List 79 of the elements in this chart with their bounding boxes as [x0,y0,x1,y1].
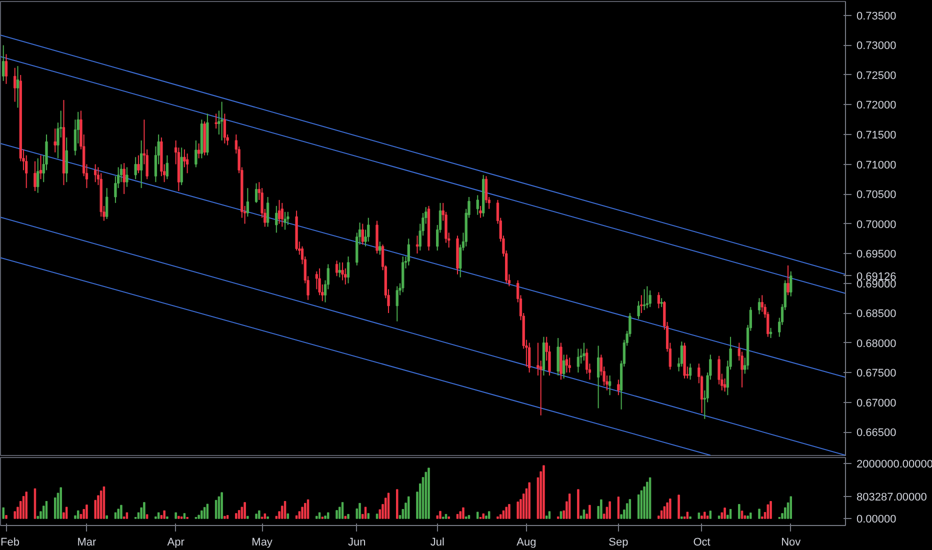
candlestick [137,154,140,174]
candlestick [396,286,398,322]
candlestick [657,292,660,309]
x-tick-label: Mar [77,536,97,548]
x-tick-label: Sep [608,536,628,548]
y-tick-label: 0.67500 [856,368,896,380]
candlestick [286,211,290,226]
y-tick-label: 0.70000 [856,218,896,231]
candlestick [266,196,270,228]
y-tick-label: 0.70500 [856,189,896,202]
candlestick [194,140,198,168]
candlestick [758,298,761,315]
y-tick-label: 0.71500 [856,130,896,142]
candlestick [246,188,250,218]
y-tick-label: 0.72000 [856,100,896,112]
candlestick [166,154,169,180]
y-tick-label: 0.72500 [856,70,896,82]
candlestick [284,211,286,230]
candlestick [186,153,189,174]
candlestick [278,199,281,224]
y-tick-label: 0.67000 [856,397,896,410]
candlestick [617,379,620,396]
candlestick [197,142,200,159]
x-tick-label: Jul [430,536,444,548]
candlestick [122,162,126,195]
candlestick [640,294,643,314]
y-tick-label: 0.73000 [856,40,896,52]
candlestick [335,260,338,277]
candlestick [769,327,772,339]
candlestick [476,194,479,216]
y-tick-label: 0.68500 [856,308,896,320]
candlestick [723,378,726,392]
candlestick [648,290,652,308]
candlestick [790,270,792,297]
candlestick [275,205,278,234]
candlestick [214,113,218,130]
candlestick [407,238,410,266]
candlestick [106,188,108,220]
candlestick [346,256,350,284]
y-tick-label: 803287.00000 [856,492,927,504]
candlestick [568,357,571,374]
y-tick-label: 0.69500 [856,248,896,261]
candlestick [367,217,370,242]
candlestick [596,345,600,409]
candlestick [608,375,612,396]
candlestick [688,363,692,380]
candlestick [528,342,531,374]
candlestick [479,205,482,218]
candlestick [254,182,258,204]
x-tick-label: Apr [167,536,185,548]
candlestick [341,262,344,281]
candlestick [223,113,226,144]
x-tick-label: Jun [348,536,366,548]
candlestick [134,156,137,180]
candlestick [338,262,341,278]
candlestick [582,342,586,362]
candlestick [637,300,640,320]
y-tick-label: 0.66500 [856,427,896,440]
candlestick [140,140,143,189]
y-tick-label: 0.71000 [856,159,896,172]
x-tick-label: Oct [693,536,710,548]
x-tick-label: Aug [516,536,536,548]
candlestick [565,354,568,374]
candlestick [361,223,364,246]
candlestick [680,341,683,368]
candlestick [280,202,284,228]
candlestick [562,354,566,379]
candlestick [786,264,790,296]
x-tick-label: Nov [781,536,802,548]
candlestick [94,164,97,183]
y-tick-label: 0.68000 [856,338,896,350]
y-tick-label: 0.00000 [856,514,896,526]
candlestick [646,286,649,309]
candlestick [378,241,382,256]
y-tick-label: 0.73500 [856,10,896,22]
candlestick [126,166,128,188]
x-tick-label: Feb [0,536,20,548]
candlestick [576,348,580,374]
x-tick-label: May [252,536,273,548]
